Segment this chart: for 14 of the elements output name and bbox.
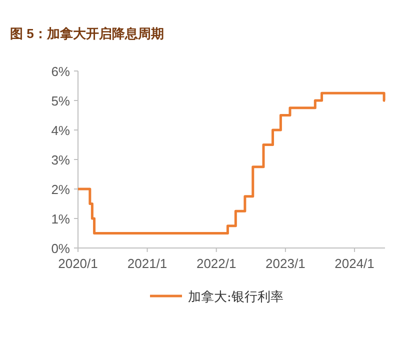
- x-tick-label: 2021/1: [127, 256, 168, 271]
- chart-title: 图 5：加拿大开启降息周期: [10, 26, 164, 41]
- y-tick-label: 4%: [51, 123, 70, 138]
- y-tick-label: 3%: [51, 152, 70, 168]
- y-tick-label: 2%: [51, 182, 70, 197]
- y-tick-label: 0%: [51, 241, 70, 256]
- x-tick-label: 2024/1: [334, 256, 374, 271]
- legend-label: 加拿大:银行利率: [188, 289, 284, 305]
- x-tick-label: 2020/1: [58, 256, 98, 271]
- x-tick-label: 2023/1: [266, 256, 306, 271]
- y-tick-label: 5%: [51, 94, 70, 108]
- y-tick-label: 1%: [51, 212, 70, 226]
- x-tick-label: 2022/1: [196, 256, 236, 271]
- y-tick-label: 6%: [51, 64, 70, 79]
